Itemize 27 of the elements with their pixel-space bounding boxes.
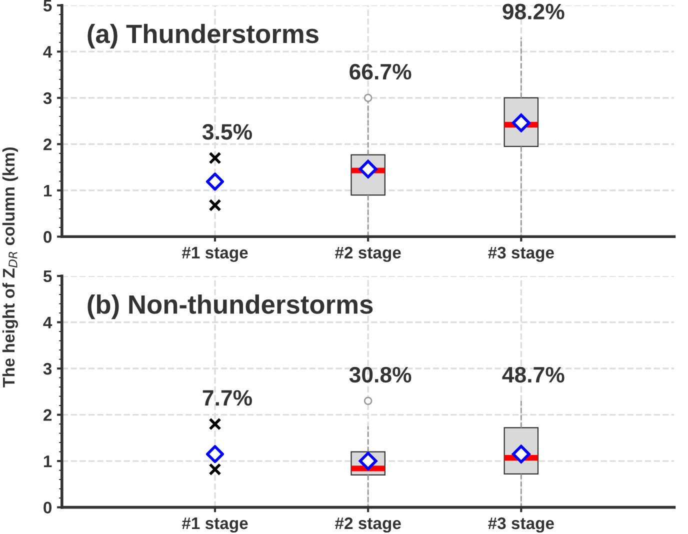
y-tick-label: 0	[44, 231, 52, 243]
x-tick-label: #1 stage	[182, 518, 248, 533]
annotation: 30.8%	[349, 366, 412, 383]
x-tick-label: #3 stage	[488, 246, 554, 262]
text: (b) Non-thunderstorms	[88, 294, 373, 320]
annotation: 98.2%	[502, 4, 564, 20]
y-tick-label: 1	[44, 456, 52, 468]
annotation: 66.7%	[350, 64, 412, 80]
x-tick-label: #3 stage	[488, 517, 554, 533]
y-axis-title: The height of Z$_{DR}$ column (km)	[2, 147, 18, 388]
y-tick-label: 5	[43, 270, 52, 282]
annotation: 7.7%	[202, 390, 252, 406]
y-tick-label: 0	[44, 502, 52, 514]
text: (a) Thunderstorms	[88, 24, 318, 48]
y-tick-label: 4	[43, 316, 52, 328]
x-tick-label: #2 stage	[335, 517, 401, 533]
y-tick-label: 1	[44, 184, 52, 196]
x-tick-label: #1 stage	[182, 246, 248, 262]
annotation: 48.7%	[502, 366, 564, 383]
y-tick-label: 2	[44, 138, 52, 150]
y-tick-label: 2	[44, 409, 52, 421]
annotation: 3.5%	[202, 124, 252, 140]
y-tick-label: 4	[43, 46, 52, 58]
x-tick-label: #2 stage	[335, 246, 401, 262]
y-tick-label: 3	[43, 362, 52, 375]
y-tick-label: 3	[43, 92, 52, 104]
y-tick-label: 5	[43, 0, 52, 12]
